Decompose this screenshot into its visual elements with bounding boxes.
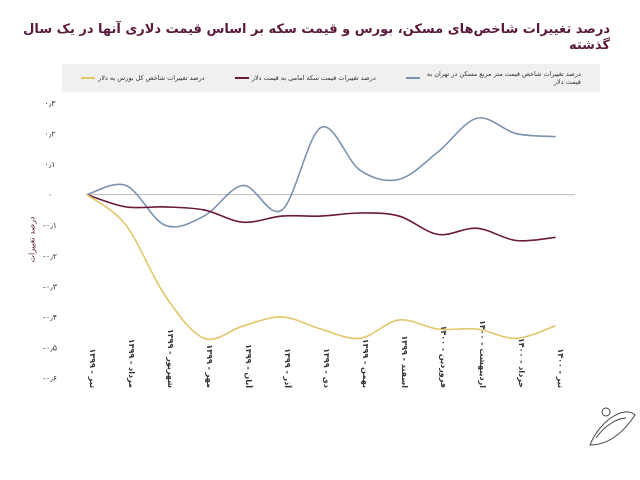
y-tick-label: -۰٫۶ bbox=[43, 374, 57, 383]
data-point bbox=[125, 224, 127, 227]
y-tick-label: ۰ bbox=[48, 191, 52, 200]
data-point bbox=[476, 328, 478, 330]
data-point bbox=[125, 184, 127, 187]
x-tick-label: دی - ۱۳۹۹ bbox=[322, 348, 331, 388]
series-line-1 bbox=[86, 193, 556, 242]
y-tick-label: -۰٫۲ bbox=[43, 252, 57, 261]
data-point bbox=[398, 178, 400, 181]
legend-label: درصد تغییرات شاخص قیمت متر مربع مسکن در … bbox=[426, 70, 581, 86]
data-point bbox=[515, 239, 517, 242]
data-point bbox=[203, 337, 205, 340]
x-tick-label: اسفند - ۱۳۹۹ bbox=[400, 335, 409, 388]
x-tick-label: تیر - ۱۴۰۰ bbox=[556, 348, 565, 388]
y-tick-label: -۰٫۴ bbox=[43, 313, 57, 322]
data-point bbox=[281, 215, 283, 217]
data-point bbox=[125, 206, 127, 208]
series-line-0 bbox=[86, 117, 556, 228]
data-point bbox=[320, 215, 322, 217]
x-tick-label: آذر - ۱۳۹۹ bbox=[283, 348, 293, 388]
y-tick-label: -۰٫۳ bbox=[43, 282, 58, 291]
data-point bbox=[515, 132, 517, 135]
data-point bbox=[242, 325, 244, 327]
data-point bbox=[281, 316, 283, 318]
x-tick-label: مهر - ۱۳۹۹ bbox=[205, 344, 214, 388]
y-tick-label: -۰٫۵ bbox=[43, 343, 57, 352]
data-point bbox=[203, 209, 205, 211]
data-point bbox=[320, 328, 322, 330]
x-tick-label: اردیبهشت - ۱۴۰۰ bbox=[478, 320, 487, 388]
data-point bbox=[203, 215, 205, 217]
data-point bbox=[359, 169, 361, 172]
data-point bbox=[398, 215, 400, 217]
x-tick-label: بهمن - ۱۳۹۹ bbox=[361, 339, 370, 388]
data-point bbox=[554, 236, 556, 239]
legend-label: درصد تغییرات قیمت سکه امامی به قیمت دلار bbox=[251, 74, 376, 82]
data-point bbox=[86, 193, 88, 196]
legend-swatch bbox=[234, 77, 249, 79]
logo bbox=[589, 407, 636, 446]
x-tick-label: فروردین - ۱۴۰۰ bbox=[439, 325, 448, 388]
legend-item-coin: درصد تغییرات قیمت سکه امامی به قیمت دلار bbox=[234, 74, 376, 82]
data-point bbox=[476, 117, 478, 120]
data-point bbox=[515, 337, 517, 340]
data-point bbox=[359, 212, 361, 214]
x-tick-label: خرداد - ۱۴۰۰ bbox=[517, 338, 526, 388]
x-tick-label: آبان - ۱۳۹۹ bbox=[244, 344, 254, 388]
data-point bbox=[437, 328, 439, 330]
y-tick-label: -۰٫۱ bbox=[43, 221, 57, 230]
y-tick-label: ۰٫۱ bbox=[44, 160, 55, 169]
data-point bbox=[164, 294, 166, 297]
x-tick-label: مرداد - ۱۳۹۹ bbox=[127, 339, 136, 388]
data-point bbox=[281, 209, 283, 211]
legend-swatch bbox=[405, 77, 420, 79]
data-point bbox=[320, 126, 322, 129]
y-tick-label: ۰٫۲ bbox=[44, 130, 55, 139]
data-point bbox=[164, 206, 166, 208]
chart-title: درصد تغییرات شاخص‌های مسکن، بورس و قیمت … bbox=[23, 22, 610, 53]
data-point bbox=[242, 184, 244, 187]
data-point bbox=[437, 151, 439, 153]
legend-item-stock: درصد تغییرات شاخص کل بورس به دلار bbox=[81, 74, 205, 82]
data-point bbox=[398, 319, 400, 321]
legend-swatch bbox=[81, 77, 96, 79]
data-point bbox=[242, 221, 244, 223]
legend-label: درصد تغییرات شاخص کل بورس به دلار bbox=[98, 74, 205, 82]
data-point bbox=[554, 135, 556, 138]
legend-item-housing: درصد تغییرات شاخص قیمت متر مربع مسکن در … bbox=[405, 70, 581, 86]
data-point bbox=[476, 227, 478, 230]
data-point bbox=[554, 325, 556, 327]
y-tick-label: ۰٫۳ bbox=[44, 99, 56, 108]
data-point bbox=[359, 337, 361, 340]
x-tick-label: تیر - ۱۳۹۹ bbox=[88, 348, 97, 388]
data-point bbox=[437, 233, 439, 236]
x-tick-label: شهریور - ۱۳۹۹ bbox=[166, 329, 175, 388]
data-point bbox=[164, 224, 166, 227]
legend: درصد تغییرات شاخص قیمت متر مربع مسکن در … bbox=[62, 64, 600, 92]
